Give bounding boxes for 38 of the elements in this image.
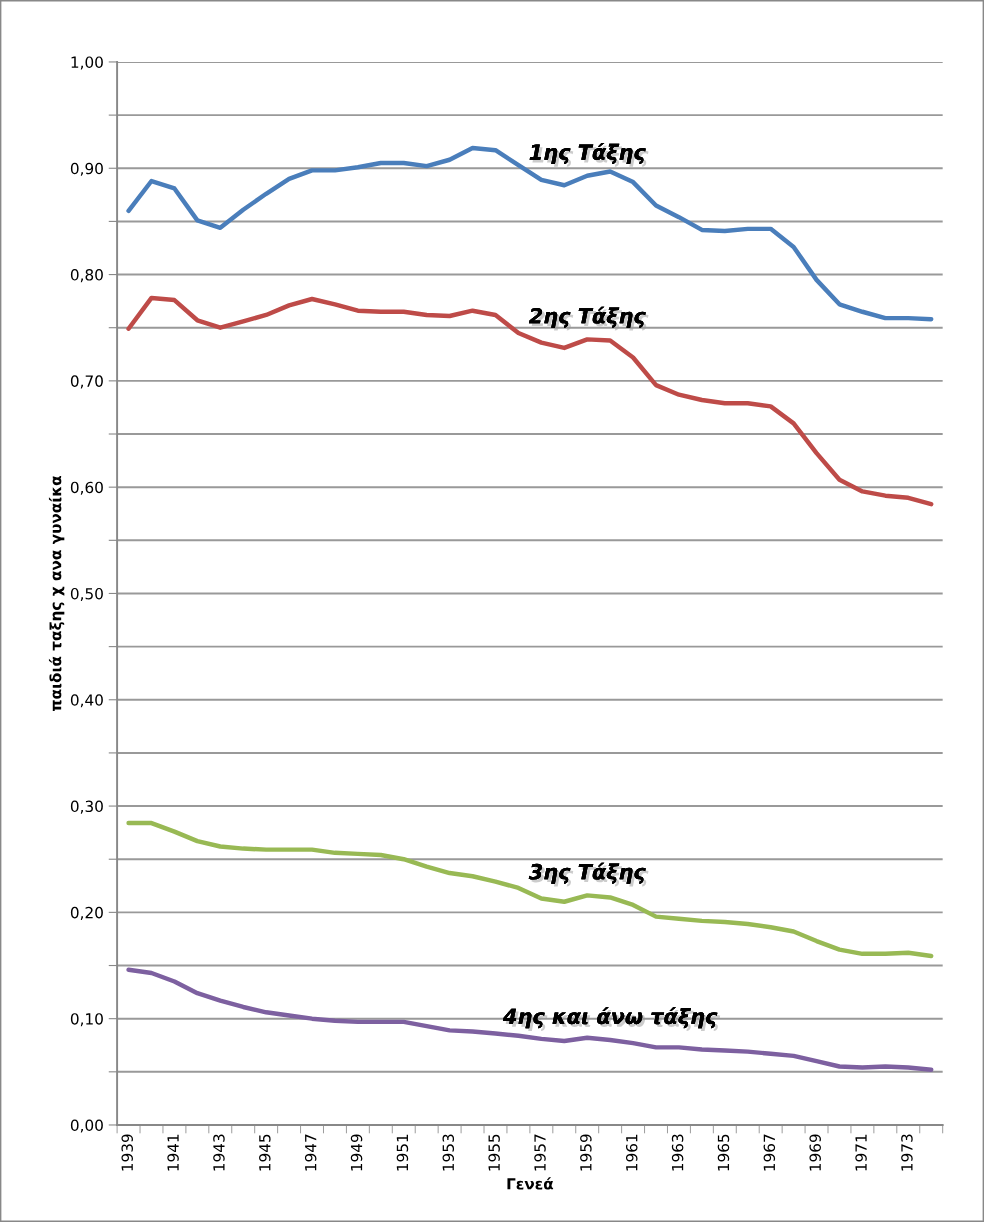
- line-series: [126, 967, 934, 1072]
- x-tick-label: 1947: [304, 1134, 317, 1171]
- series-label: 1ης Τάξης: [529, 142, 649, 167]
- series-label: 2ης Τάξης: [528, 306, 649, 331]
- x-tick-label: 1967: [763, 1134, 776, 1171]
- x-tick-label: 1955: [488, 1134, 500, 1171]
- y-tick-label: 1,00: [71, 56, 103, 70]
- y-tick-label: 0,50: [70, 587, 103, 602]
- y-tick-label: 0,30: [70, 800, 103, 814]
- x-tick-label: 1959: [580, 1134, 592, 1171]
- x-tick-label: 1949: [350, 1134, 363, 1171]
- x-tick-label: 1971: [855, 1134, 867, 1171]
- x-tick-label: 1957: [534, 1134, 546, 1171]
- series-label: 3ης Τάξης: [528, 862, 649, 887]
- y-tick-label: 0,90: [70, 162, 103, 176]
- y-tick-label: 0,60: [70, 481, 103, 495]
- x-tick-label: 1951: [396, 1134, 409, 1171]
- line-series: [126, 295, 934, 507]
- x-tick-label: 1973: [901, 1134, 913, 1171]
- x-axis-title: Γενεά: [507, 1177, 554, 1190]
- x-tick-label: 1943: [213, 1134, 225, 1171]
- x-tick-label: 1961: [625, 1134, 638, 1171]
- y-tick-label: 0,00: [70, 1119, 103, 1133]
- y-tick-label: 0,10: [70, 1013, 103, 1027]
- series-label: 4ης και άνω τάξης: [502, 1007, 721, 1031]
- y-tick-label: 0,40: [70, 694, 103, 708]
- y-tick-label: 0,20: [70, 906, 103, 920]
- x-tick-label: 1953: [442, 1134, 455, 1171]
- x-tick-label: 1945: [259, 1134, 271, 1171]
- x-tick-label: 1969: [809, 1134, 821, 1171]
- x-tick-label: 1963: [671, 1134, 684, 1171]
- x-tick-label: 1965: [717, 1134, 730, 1171]
- y-tick-label: 0,70: [70, 375, 103, 389]
- y-axis-title: παιδιά ταξης χ ανα γυναίκα: [48, 476, 65, 711]
- y-tick-label: 0,80: [70, 269, 103, 283]
- x-tick-label: 1939: [121, 1134, 133, 1171]
- line-series: [126, 820, 934, 959]
- x-tick-label: 1941: [167, 1134, 179, 1171]
